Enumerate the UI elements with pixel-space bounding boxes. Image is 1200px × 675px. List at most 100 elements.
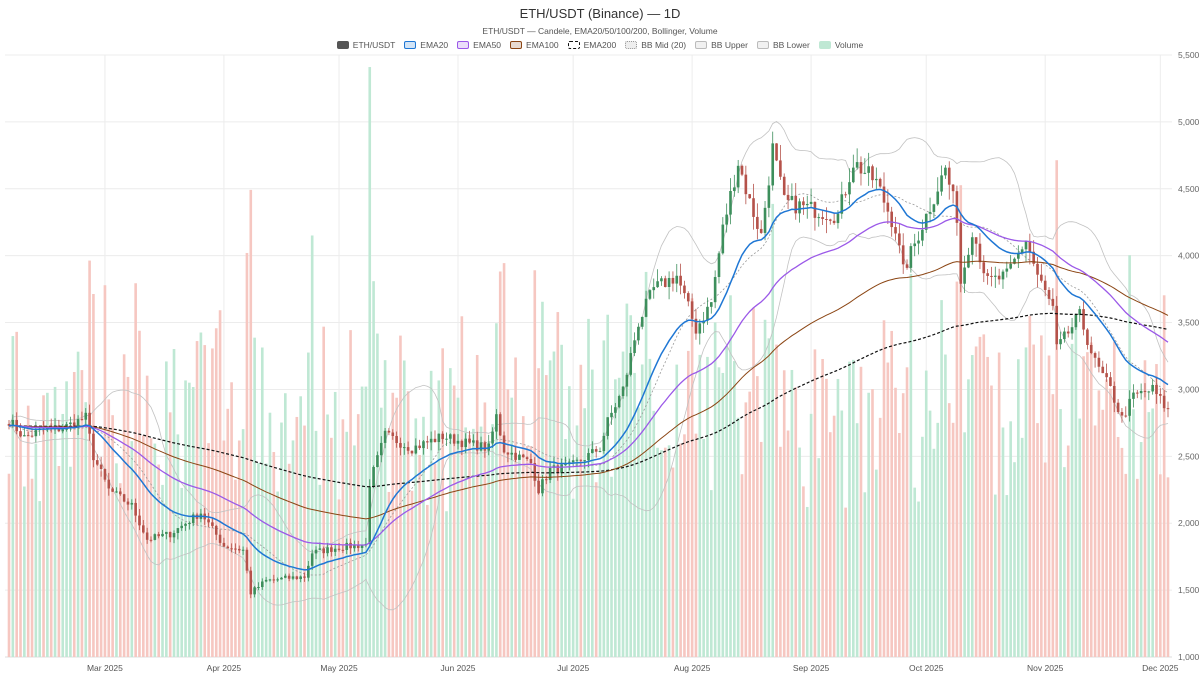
volume-bar (1159, 474, 1162, 657)
volume-bar (633, 372, 636, 657)
ema20-line (8, 188, 1169, 571)
volume-bar (1066, 445, 1070, 657)
candle-body (322, 548, 326, 554)
candle-body (460, 440, 464, 448)
candle-body (675, 275, 679, 284)
volume-bar (399, 335, 402, 657)
volume-bar (126, 376, 130, 657)
volume-bar (433, 463, 437, 657)
candle-body (426, 441, 429, 443)
volume-bar (402, 360, 406, 657)
candle-body (383, 430, 387, 443)
candle-body (794, 195, 798, 214)
volume-bar (944, 354, 947, 657)
volume-bar (1155, 364, 1158, 657)
legend-item-6[interactable]: BB Upper (695, 40, 748, 50)
volume-bar (667, 445, 671, 657)
candle-body (974, 237, 978, 244)
volume-bar (625, 303, 629, 657)
volume-bar (955, 281, 959, 657)
legend-item-1[interactable]: EMA20 (404, 40, 448, 50)
volume-bar (686, 350, 690, 657)
volume-bar (875, 469, 878, 657)
candle-body (1013, 258, 1016, 264)
candle-body (172, 533, 176, 538)
volume-bar (184, 380, 187, 657)
candle-body (92, 433, 95, 461)
legend-item-3[interactable]: EMA100 (510, 40, 559, 50)
candle-body (970, 237, 974, 255)
volume-bar (230, 382, 233, 657)
candle-body (449, 434, 452, 439)
volume-bar (663, 447, 667, 657)
volume-bar (134, 283, 137, 657)
volume-bar (579, 364, 583, 657)
candle-body (257, 587, 260, 589)
candle-body (840, 194, 844, 214)
x-tick-label: Dec 2025 (1142, 663, 1179, 673)
volume-bar (249, 189, 253, 657)
candle-body (291, 576, 295, 579)
volume-bar (756, 376, 759, 657)
volume-bar (748, 391, 751, 657)
candle-body (314, 549, 318, 554)
volume-bar (452, 385, 456, 657)
candle-body (310, 553, 314, 566)
volume-bar (786, 430, 790, 657)
candle-body (951, 184, 955, 192)
candle-body (1124, 415, 1128, 417)
candle-body (138, 515, 141, 526)
candle-body (165, 531, 168, 534)
legend-item-5[interactable]: BB Mid (20) (625, 40, 686, 50)
candle-body (1109, 377, 1112, 386)
candle-body (759, 228, 763, 233)
candle-body (161, 533, 164, 537)
volume-bar (828, 432, 832, 657)
volume-bar (763, 319, 767, 657)
volume-bar (111, 415, 114, 657)
candle-body (176, 528, 180, 534)
candle-body (72, 422, 76, 428)
volume-bar (1055, 160, 1059, 657)
volume-bar (928, 410, 932, 657)
candle-body (640, 316, 644, 327)
volume-bar (898, 432, 901, 657)
candle-body (107, 479, 111, 489)
candle-body (1024, 241, 1028, 250)
volume-bar (506, 389, 510, 657)
volume-bar (218, 310, 222, 657)
candle-body (729, 190, 732, 215)
candle-body (625, 374, 629, 387)
volume-bar (694, 433, 698, 657)
volume-bar (395, 397, 398, 657)
y-tick-label: 5,500 (1178, 50, 1200, 60)
volume-bar (890, 330, 893, 657)
candle-body (1028, 241, 1032, 252)
candle-body (214, 525, 218, 535)
candle-body (280, 577, 283, 580)
candle-body (828, 219, 832, 221)
candle-body (1101, 366, 1105, 374)
volume-bar (733, 361, 736, 657)
candle-body (1074, 315, 1078, 328)
candle-body (1116, 402, 1120, 413)
volume-bar (1032, 344, 1035, 657)
candle-body (894, 227, 897, 234)
legend-item-8[interactable]: Volume (818, 40, 863, 50)
volume-bar (782, 370, 786, 657)
candle-body (30, 435, 34, 437)
volume-bar (456, 397, 460, 657)
legend-item-4[interactable]: EMA200 (567, 40, 616, 50)
x-tick-label: Aug 2025 (674, 663, 711, 673)
candle-body (740, 165, 744, 175)
legend-item-0[interactable]: ETH/USDT (336, 40, 395, 50)
volume-bar (364, 386, 368, 657)
legend-item-7[interactable]: BB Lower (756, 40, 810, 50)
legend-swatch (457, 41, 470, 49)
volume-bar (502, 263, 506, 657)
legend-item-2[interactable]: EMA50 (457, 40, 501, 50)
volume-bar (771, 203, 775, 658)
volume-bar (472, 428, 475, 657)
volume-bar (57, 465, 61, 657)
